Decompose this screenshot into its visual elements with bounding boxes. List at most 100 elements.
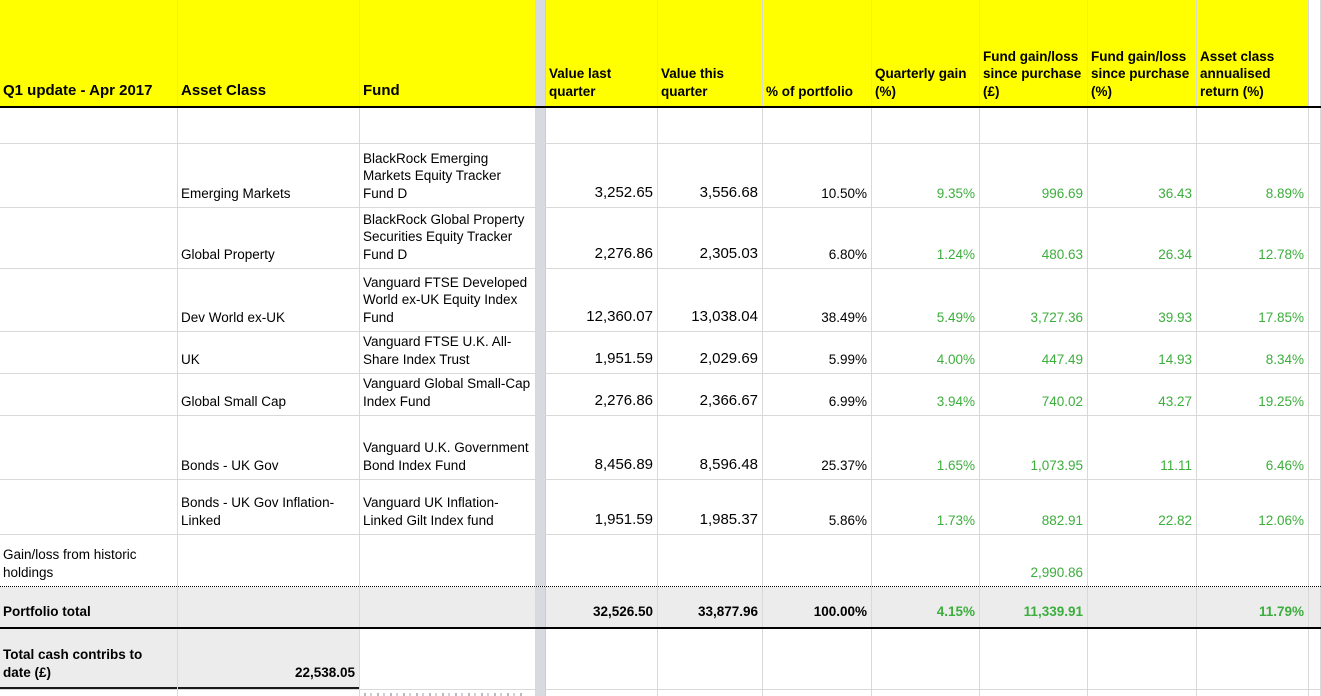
cell-quarterly-gain[interactable]: 9.35% (872, 144, 980, 207)
cell-quarterly-gain[interactable]: 1.24% (872, 208, 980, 268)
cell-clipped-note[interactable] (360, 690, 536, 696)
cell-empty[interactable] (360, 108, 536, 143)
cell-empty[interactable] (1197, 108, 1309, 143)
header-annualised[interactable]: Asset class annualised return (%) (1197, 0, 1309, 106)
cell-empty[interactable] (872, 535, 980, 586)
cell-value-this[interactable]: 1,985.37 (658, 480, 763, 534)
cell-fund[interactable]: BlackRock Emerging Markets Equity Tracke… (360, 144, 536, 207)
cell-gain-pct[interactable]: 36.43 (1088, 144, 1197, 207)
cell-empty[interactable] (1309, 144, 1321, 207)
cell-asset-class[interactable]: Bonds - UK Gov (178, 416, 360, 479)
cell-empty[interactable] (1197, 690, 1309, 696)
cell-empty[interactable] (546, 629, 658, 689)
cell-empty[interactable] (546, 108, 658, 143)
frozen-pane-divider[interactable] (536, 416, 546, 479)
cell-gain-gbp[interactable]: 3,727.36 (980, 269, 1088, 331)
cell-quarterly-gain[interactable]: 5.49% (872, 269, 980, 331)
cell-quarterly-gain[interactable]: 4.00% (872, 332, 980, 373)
cell-total-gain-pct[interactable] (1088, 587, 1197, 627)
cell-empty[interactable] (360, 587, 536, 627)
cell-annualised[interactable]: 8.34% (1197, 332, 1309, 373)
cell-gain-pct[interactable]: 43.27 (1088, 374, 1197, 415)
cell-empty[interactable] (0, 108, 178, 143)
header-asset-class[interactable]: Asset Class (178, 0, 360, 106)
cell-gain-pct[interactable]: 26.34 (1088, 208, 1197, 268)
header-quarterly-gain[interactable]: Quarterly gain (%) (872, 0, 980, 106)
cell-fund[interactable]: Vanguard UK Inflation-Linked Gilt Index … (360, 480, 536, 534)
cell-empty[interactable] (360, 629, 536, 689)
cell-gain-gbp[interactable]: 996.69 (980, 144, 1088, 207)
cell-total-annualised[interactable]: 11.79% (1197, 587, 1309, 627)
cell-empty[interactable] (658, 690, 763, 696)
cell-empty[interactable] (1309, 629, 1321, 689)
cell-empty[interactable] (178, 535, 360, 586)
cell-total-pct-portfolio[interactable]: 100.00% (763, 587, 872, 627)
cell-empty[interactable] (658, 535, 763, 586)
cell-empty[interactable] (1197, 629, 1309, 689)
cell-pct-portfolio[interactable]: 6.99% (763, 374, 872, 415)
cell-historic-gain-gbp[interactable]: 2,990.86 (980, 535, 1088, 586)
cell-empty[interactable] (546, 535, 658, 586)
cell-annualised[interactable]: 8.89% (1197, 144, 1309, 207)
frozen-pane-divider[interactable] (536, 480, 546, 534)
frozen-pane-divider[interactable] (536, 208, 546, 268)
frozen-pane-divider[interactable] (536, 269, 546, 331)
cell-asset-class[interactable]: Dev World ex-UK (178, 269, 360, 331)
cell-value-last[interactable]: 2,276.86 (546, 374, 658, 415)
cell-empty[interactable] (658, 108, 763, 143)
cell-empty[interactable] (1309, 208, 1321, 268)
cell-value-last[interactable]: 8,456.89 (546, 416, 658, 479)
cell-empty[interactable] (178, 587, 360, 627)
cell-gain-gbp[interactable]: 480.63 (980, 208, 1088, 268)
cell-empty[interactable] (0, 332, 178, 373)
cell-asset-class[interactable]: UK (178, 332, 360, 373)
cell-empty[interactable] (1088, 108, 1197, 143)
cell-asset-class[interactable]: Global Small Cap (178, 374, 360, 415)
cell-gain-pct[interactable]: 39.93 (1088, 269, 1197, 331)
cell-total-label[interactable]: Portfolio total (0, 587, 178, 627)
frozen-pane-divider[interactable] (536, 108, 546, 143)
cell-empty[interactable] (178, 690, 360, 696)
cell-empty[interactable] (872, 108, 980, 143)
frozen-pane-divider[interactable] (536, 374, 546, 415)
cell-pct-portfolio[interactable]: 5.99% (763, 332, 872, 373)
cell-annualised[interactable]: 17.85% (1197, 269, 1309, 331)
cell-value-this[interactable]: 2,305.03 (658, 208, 763, 268)
frozen-pane-divider[interactable] (536, 332, 546, 373)
cell-empty[interactable] (1309, 0, 1321, 106)
cell-historic-label[interactable]: Gain/loss from historic holdings (0, 535, 178, 586)
cell-pct-portfolio[interactable]: 25.37% (763, 416, 872, 479)
cell-cash-label[interactable]: Total cash contribs to date (£) (0, 629, 178, 689)
cell-empty[interactable] (1309, 416, 1321, 479)
cell-fund[interactable]: Vanguard FTSE U.K. All-Share Index Trust (360, 332, 536, 373)
cell-empty[interactable] (1088, 535, 1197, 586)
cell-empty[interactable] (1309, 690, 1321, 696)
frozen-pane-divider[interactable] (536, 629, 546, 689)
cell-pct-portfolio[interactable]: 5.86% (763, 480, 872, 534)
cell-fund[interactable]: Vanguard FTSE Developed World ex-UK Equi… (360, 269, 536, 331)
cell-value-this[interactable]: 8,596.48 (658, 416, 763, 479)
cell-empty[interactable] (546, 690, 658, 696)
cell-empty[interactable] (763, 690, 872, 696)
cell-empty[interactable] (0, 374, 178, 415)
cell-annualised[interactable]: 12.78% (1197, 208, 1309, 268)
cell-pct-portfolio[interactable]: 10.50% (763, 144, 872, 207)
cell-empty[interactable] (872, 690, 980, 696)
cell-gain-pct[interactable]: 22.82 (1088, 480, 1197, 534)
cell-quarterly-gain[interactable]: 1.65% (872, 416, 980, 479)
cell-value-last[interactable]: 12,360.07 (546, 269, 658, 331)
cell-empty[interactable] (1309, 480, 1321, 534)
frozen-pane-divider[interactable] (536, 690, 546, 696)
cell-empty[interactable] (0, 144, 178, 207)
cell-empty[interactable] (1088, 629, 1197, 689)
cell-gain-pct[interactable]: 11.11 (1088, 416, 1197, 479)
cell-empty[interactable] (0, 269, 178, 331)
cell-empty[interactable] (763, 108, 872, 143)
cell-value-this[interactable]: 3,556.68 (658, 144, 763, 207)
cell-empty[interactable] (763, 629, 872, 689)
cell-asset-class[interactable]: Bonds - UK Gov Inflation-Linked (178, 480, 360, 534)
cell-pct-portfolio[interactable]: 6.80% (763, 208, 872, 268)
cell-gain-gbp[interactable]: 882.91 (980, 480, 1088, 534)
cell-cash-value[interactable]: 22,538.05 (178, 629, 360, 689)
cell-total-value-last[interactable]: 32,526.50 (546, 587, 658, 627)
